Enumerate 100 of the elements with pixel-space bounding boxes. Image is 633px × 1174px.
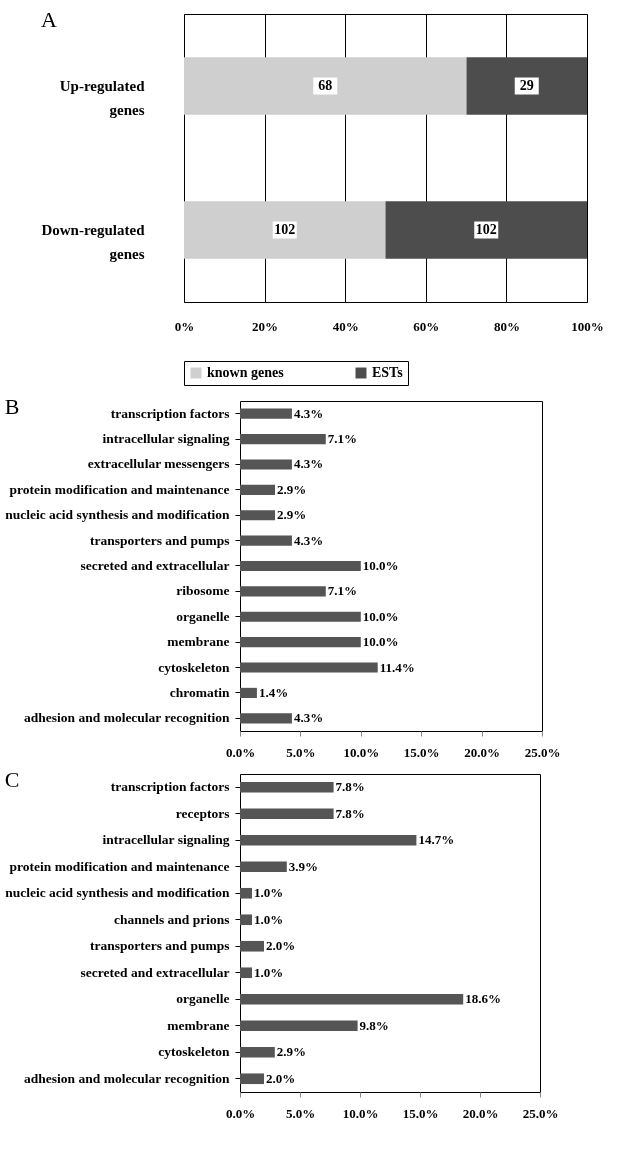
data-label: 10.0% bbox=[362, 558, 399, 573]
text: C bbox=[4, 767, 20, 792]
bar bbox=[240, 459, 292, 470]
y-tick-label: intracellular signaling bbox=[102, 431, 230, 447]
data-label: 1.0% bbox=[254, 964, 284, 980]
data-label: 2.0% bbox=[266, 1070, 296, 1086]
x-tick-label: 5.0% bbox=[286, 744, 316, 760]
data-label: 2.9% bbox=[277, 507, 307, 523]
y-tick-label: nucleic acid synthesis and modification bbox=[5, 885, 230, 901]
data-label: 2.9% bbox=[277, 481, 307, 497]
legend-label: ESTs bbox=[372, 365, 404, 380]
x-tick-label: 25.0% bbox=[524, 744, 561, 760]
data-label: 10.0% bbox=[362, 608, 399, 624]
bar bbox=[240, 662, 378, 673]
bar bbox=[240, 637, 361, 648]
data-label: 10.0% bbox=[362, 634, 399, 650]
bar bbox=[240, 560, 361, 572]
data-label: 4.3% bbox=[293, 532, 324, 548]
y-tick-label: protein modification and maintenance bbox=[9, 481, 230, 497]
y-tick-label: transcription factors bbox=[110, 405, 230, 421]
bar bbox=[240, 1046, 275, 1058]
bar bbox=[184, 57, 467, 115]
bar bbox=[240, 834, 417, 846]
bar bbox=[240, 713, 292, 724]
y-tick-label: secreted and extracellular bbox=[80, 558, 230, 573]
x-tick-label: 20% bbox=[252, 318, 279, 334]
annotation: 68 bbox=[318, 78, 333, 93]
data-label: 7.8% bbox=[335, 805, 365, 821]
y-tick-label: channels and prions bbox=[113, 911, 230, 927]
data-label: 3.9% bbox=[288, 858, 319, 874]
data-label: 7.1% bbox=[327, 583, 358, 599]
bar bbox=[466, 57, 587, 115]
bar bbox=[240, 611, 361, 622]
y-tick-label: transcription factors bbox=[110, 779, 230, 795]
y-tick-label: extracellular messengers bbox=[87, 456, 230, 472]
bar bbox=[240, 1020, 358, 1032]
y-tick-label: ribosome bbox=[176, 583, 230, 599]
y-tick-label: protein modification and maintenance bbox=[9, 858, 230, 874]
y-tick-label: Up-regulated genes bbox=[59, 78, 146, 118]
bar bbox=[240, 781, 334, 793]
x-tick-label: 0.0% bbox=[225, 1105, 256, 1121]
y-tick-label: organelle bbox=[176, 608, 230, 624]
data-label: 7.1% bbox=[327, 431, 358, 447]
y-tick-label: cytoskeleton bbox=[158, 659, 230, 675]
y-tick-label: membrane bbox=[167, 634, 230, 650]
x-tick-label: 0.0% bbox=[225, 744, 256, 760]
x-tick-label: 0% bbox=[174, 318, 195, 334]
bar bbox=[184, 201, 386, 259]
annotation: 29 bbox=[519, 78, 534, 93]
y-tick-label: organelle bbox=[176, 991, 230, 1007]
bar bbox=[240, 967, 252, 979]
y-tick-label: Down-regulated genes bbox=[41, 222, 146, 262]
x-tick-label: 100% bbox=[571, 318, 604, 334]
bar bbox=[240, 408, 292, 419]
data-label: 4.3% bbox=[293, 710, 324, 726]
bar bbox=[240, 535, 292, 546]
data-label: 2.0% bbox=[266, 938, 296, 954]
y-tick-label: nucleic acid synthesis and modification bbox=[5, 507, 230, 523]
data-label: 4.3% bbox=[293, 405, 324, 421]
bar bbox=[240, 993, 464, 1005]
x-tick-label: 5.0% bbox=[285, 1105, 316, 1121]
x-tick-label: 40% bbox=[332, 318, 359, 334]
y-tick-label: receptors bbox=[175, 805, 230, 821]
bar bbox=[240, 484, 276, 495]
x-tick-label: 80% bbox=[493, 318, 520, 334]
data-label: 1.0% bbox=[254, 885, 284, 901]
x-tick-label: 15.0% bbox=[403, 744, 440, 760]
y-tick-label: transporters and pumps bbox=[89, 938, 230, 954]
data-label: 1.4% bbox=[258, 684, 289, 700]
x-tick-label: 20.0% bbox=[462, 1105, 499, 1121]
bar bbox=[240, 687, 257, 698]
y-tick-label: secreted and extracellular bbox=[80, 964, 230, 980]
y-tick-label: membrane bbox=[167, 1017, 230, 1033]
bar bbox=[240, 1073, 264, 1085]
bar bbox=[240, 808, 334, 820]
y-tick-label: transporters and pumps bbox=[89, 532, 230, 548]
x-tick-label: 20.0% bbox=[464, 744, 500, 760]
data-label: 4.3% bbox=[293, 456, 324, 472]
y-tick-label: intracellular signaling bbox=[102, 832, 230, 848]
y-tick-label: cytoskeleton bbox=[158, 1044, 230, 1060]
bar bbox=[240, 510, 276, 521]
x-tick-label: 60% bbox=[413, 318, 440, 334]
bar bbox=[240, 914, 252, 926]
x-tick-label: 10.0% bbox=[343, 744, 380, 760]
data-label: 1.0% bbox=[254, 911, 284, 927]
bar bbox=[240, 887, 252, 899]
annotation: 102 bbox=[475, 222, 497, 237]
bar bbox=[240, 586, 326, 597]
data-label: 7.8% bbox=[335, 779, 365, 795]
bar bbox=[385, 201, 587, 259]
y-tick-label: chromatin bbox=[169, 684, 230, 700]
y-tick-label: adhesion and molecular recognition bbox=[24, 710, 230, 726]
bar bbox=[240, 940, 264, 952]
data-label: 2.9% bbox=[276, 1044, 307, 1060]
data-label: 11.4% bbox=[379, 659, 415, 675]
data-label: 18.6% bbox=[465, 991, 501, 1007]
legend-label: known genes bbox=[207, 365, 285, 380]
data-label: 9.8% bbox=[359, 1017, 389, 1033]
chart-title: A bbox=[40, 7, 57, 32]
y-tick-label: adhesion and molecular recognition bbox=[24, 1070, 230, 1086]
